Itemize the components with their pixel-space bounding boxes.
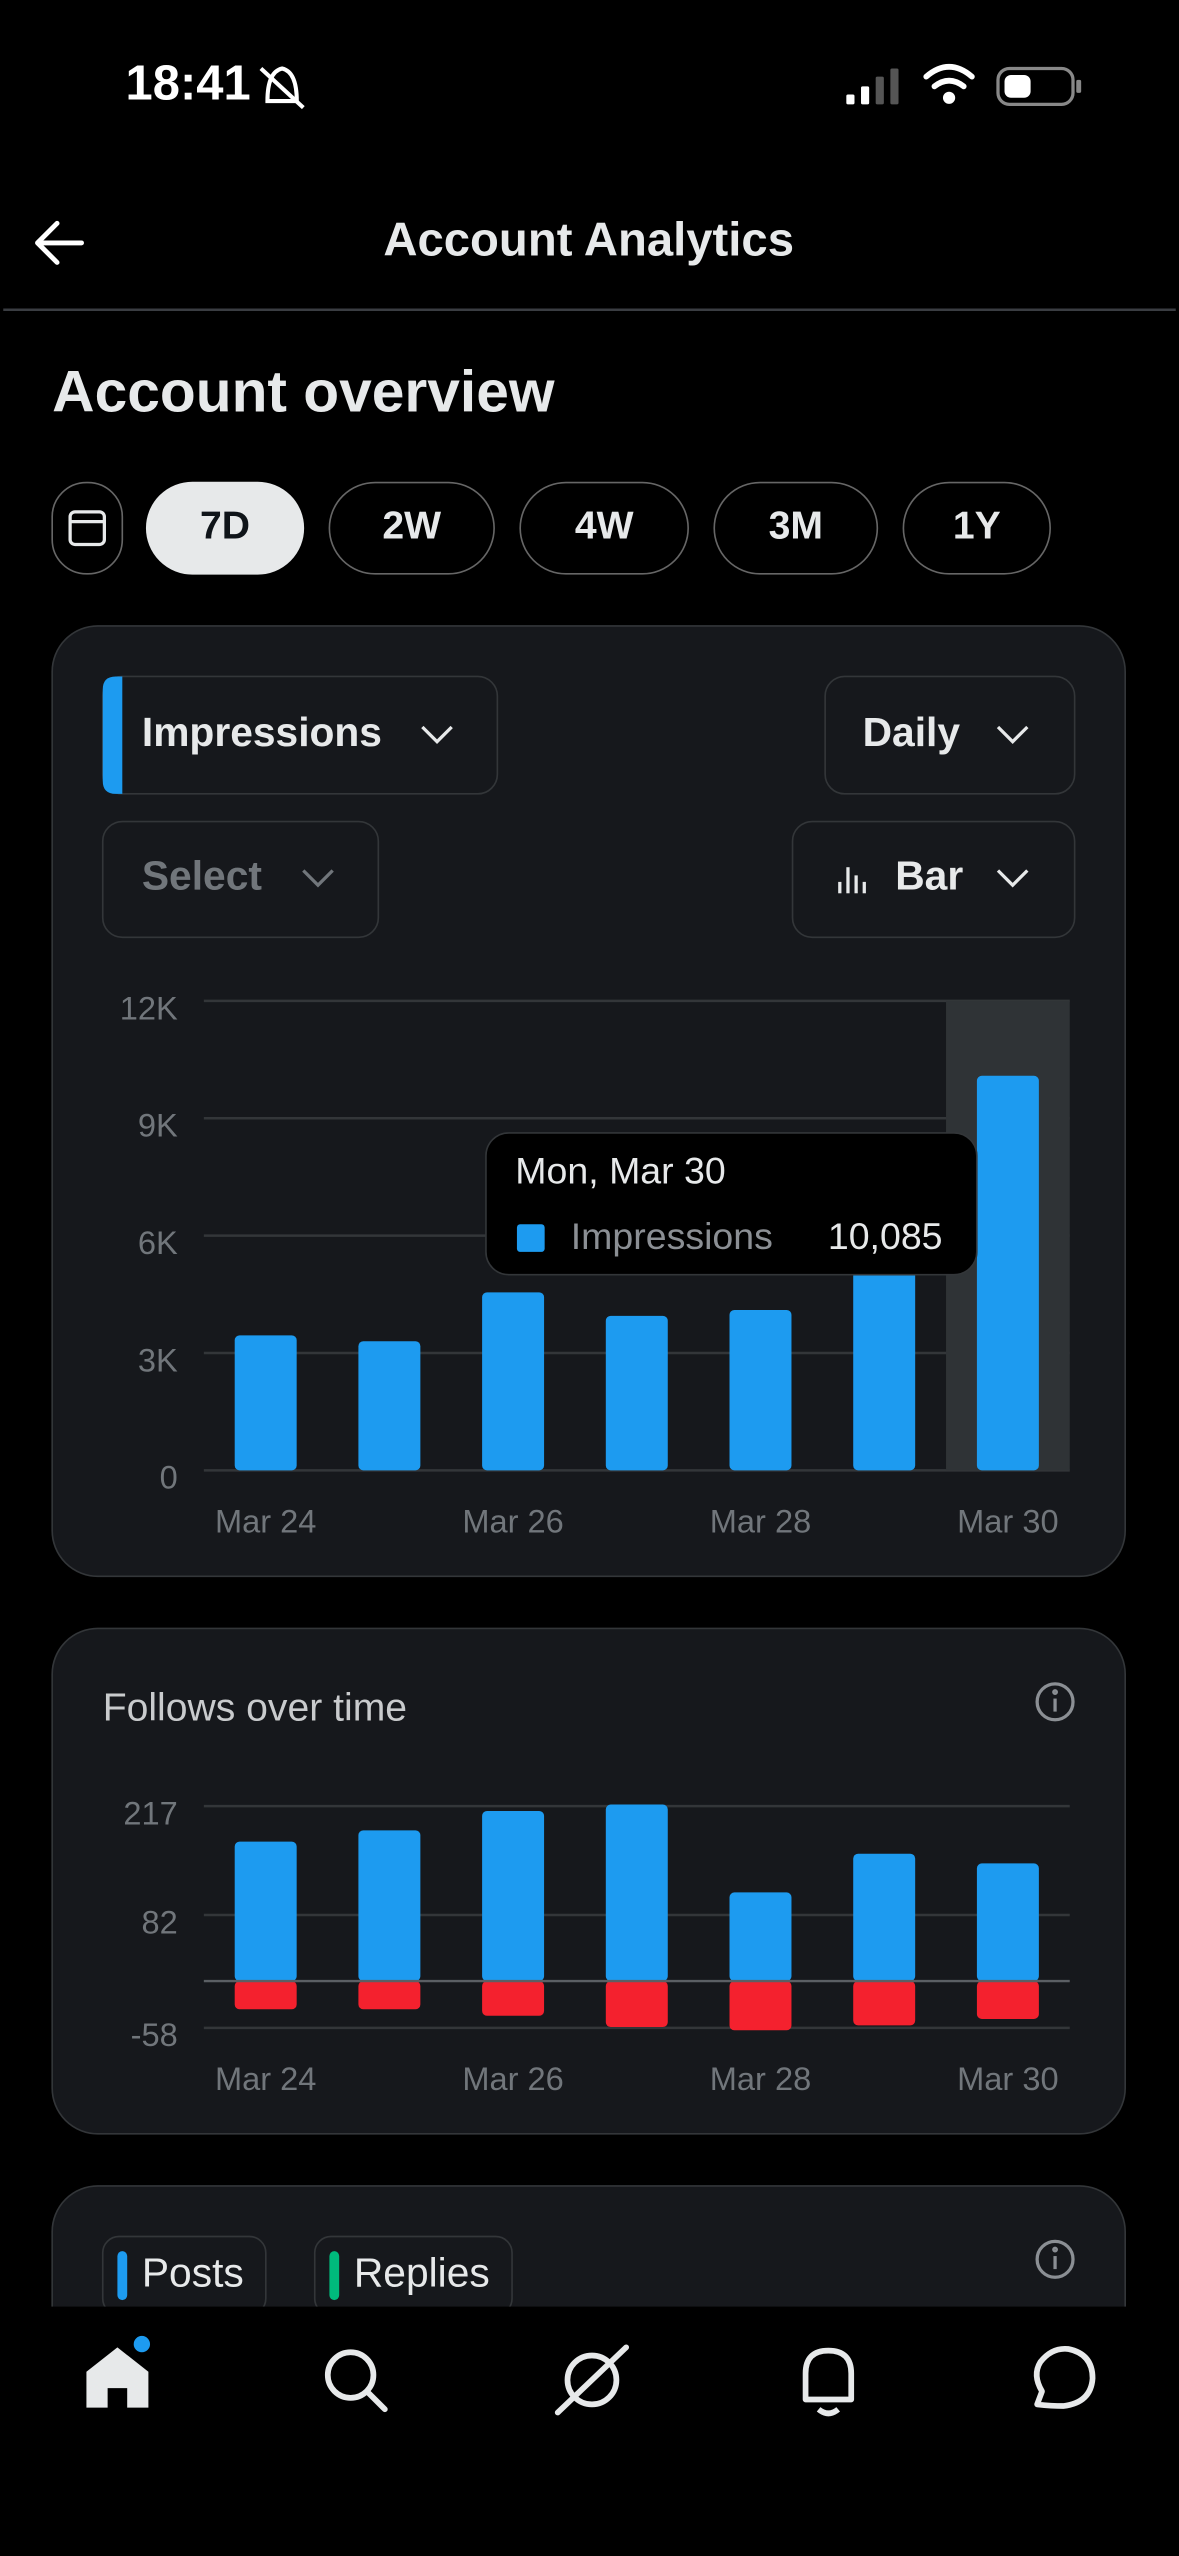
tooltip-swatch bbox=[516, 1224, 545, 1252]
y-tick-label: 12K bbox=[120, 989, 178, 1026]
y-tick-label: 217 bbox=[123, 1795, 177, 1832]
pill-background bbox=[145, 481, 305, 575]
pill-label: 4W bbox=[575, 504, 634, 547]
pill-background bbox=[519, 481, 689, 575]
tooltip: Mon, Mar 30 Impressions 10,085 bbox=[485, 1132, 978, 1276]
legend-chip[interactable]: Posts bbox=[101, 2235, 267, 2316]
bar bbox=[853, 1266, 916, 1471]
range-pill[interactable]: 3M bbox=[713, 481, 879, 575]
tooltip-value: 10,085 bbox=[828, 1215, 943, 1257]
y-tick-label: 3K bbox=[138, 1341, 178, 1378]
pill-background bbox=[902, 481, 1051, 575]
info-icon[interactable] bbox=[1035, 2239, 1075, 2279]
wifi-icon bbox=[923, 63, 975, 104]
y-tick-label: -58 bbox=[131, 2016, 178, 2053]
x-tick-label: Mar 30 bbox=[957, 1503, 1058, 1540]
unfollows-bar bbox=[853, 1981, 916, 2026]
x-tick-label: Mar 24 bbox=[215, 2060, 316, 2097]
follows-bar bbox=[358, 1830, 421, 1982]
pill-label: 7D bbox=[200, 504, 250, 547]
follows-bar bbox=[234, 1841, 297, 1982]
pill-background bbox=[328, 481, 495, 575]
compare-dropdown[interactable]: Select bbox=[101, 820, 380, 939]
chip-label: Posts bbox=[142, 2249, 244, 2295]
battery-icon bbox=[996, 66, 1082, 106]
range-pill[interactable]: 2W bbox=[328, 481, 495, 575]
x-tick-label: Mar 26 bbox=[462, 2060, 563, 2097]
pill-label: 1Y bbox=[953, 504, 1001, 547]
metric-dropdown[interactable]: Impressions bbox=[101, 675, 499, 795]
unfollows-bar bbox=[482, 1981, 545, 2016]
grok-tab[interactable] bbox=[554, 2344, 630, 2416]
follows-chart: -58 82 217 Mar 24 Mar 26 Mar 28 Mar 30 bbox=[123, 1795, 1070, 2097]
bar bbox=[482, 1292, 545, 1471]
unfollows-bar bbox=[358, 1981, 421, 2010]
unfollows-bar bbox=[605, 1981, 668, 2028]
range-selector: 7D 2W 4W 3M 1Y bbox=[145, 481, 1051, 575]
home-tab[interactable] bbox=[86, 2335, 151, 2408]
pill-label: 2W bbox=[382, 504, 441, 547]
compare-label: Select bbox=[142, 852, 263, 898]
range-pill[interactable]: 4W bbox=[519, 481, 689, 575]
chip-swatch bbox=[117, 2251, 128, 2301]
mute-icon bbox=[259, 66, 305, 110]
page-title: Account Analytics bbox=[383, 213, 794, 266]
notifications-tab[interactable] bbox=[802, 2347, 855, 2417]
tooltip-background bbox=[485, 1132, 978, 1276]
y-tick-label: 9K bbox=[138, 1107, 178, 1144]
chart-style-label: Bar bbox=[895, 852, 963, 898]
metric-label: Impressions bbox=[142, 709, 382, 755]
tooltip-series: Impressions bbox=[571, 1215, 773, 1257]
unfollows-bar bbox=[234, 1981, 297, 2010]
search-tab[interactable] bbox=[324, 2349, 388, 2413]
bar bbox=[729, 1309, 792, 1471]
interval-dropdown[interactable]: Daily bbox=[824, 675, 1076, 795]
x-tick-label: Mar 26 bbox=[462, 1503, 563, 1540]
chip-swatch bbox=[329, 2251, 340, 2301]
calendar-button[interactable] bbox=[51, 481, 124, 575]
signal-icon bbox=[846, 68, 899, 105]
pill-label: 3M bbox=[769, 504, 823, 547]
section-title: Account overview bbox=[52, 360, 555, 425]
follows-bar bbox=[853, 1853, 916, 1982]
status-time: 18:41 bbox=[126, 56, 251, 110]
follows-bar bbox=[482, 1810, 545, 1982]
bar bbox=[976, 1075, 1039, 1471]
messages-tab[interactable] bbox=[1033, 2345, 1096, 2409]
unfollows-bar bbox=[729, 1981, 792, 2031]
card-title: Follows over time bbox=[103, 1686, 407, 1729]
chart-style-dropdown[interactable]: Bar bbox=[791, 820, 1076, 939]
back-button[interactable] bbox=[35, 220, 84, 265]
bar bbox=[358, 1341, 421, 1471]
impressions-chart: 0 3K 6K 9K 12K Mon, Mar 30 Impressions 10,085 Ma… bbox=[120, 989, 1070, 1540]
x-tick-label: Mar 28 bbox=[710, 1503, 811, 1540]
range-pill[interactable]: 7D bbox=[145, 481, 305, 575]
interval-label: Daily bbox=[863, 709, 961, 755]
x-tick-label: Mar 30 bbox=[957, 2060, 1058, 2097]
x-tick-label: Mar 28 bbox=[710, 2060, 811, 2097]
chip-label: Replies bbox=[354, 2249, 490, 2295]
pill-background bbox=[713, 481, 879, 575]
bottom-nav bbox=[0, 2306, 1179, 2556]
unfollows-bar bbox=[976, 1981, 1039, 2019]
tooltip-title: Mon, Mar 30 bbox=[515, 1150, 725, 1192]
follows-bar bbox=[976, 1863, 1039, 1982]
follows-bar bbox=[605, 1804, 668, 1982]
bar bbox=[605, 1315, 668, 1471]
info-icon[interactable] bbox=[1035, 1682, 1075, 1722]
x-tick-label: Mar 24 bbox=[215, 1503, 316, 1540]
bar bbox=[234, 1335, 297, 1471]
y-tick-label: 6K bbox=[138, 1224, 178, 1261]
range-pill[interactable]: 1Y bbox=[902, 481, 1051, 575]
follows-bar bbox=[729, 1892, 792, 1982]
y-tick-label: 0 bbox=[160, 1459, 178, 1496]
y-tick-label: 82 bbox=[141, 1903, 177, 1940]
